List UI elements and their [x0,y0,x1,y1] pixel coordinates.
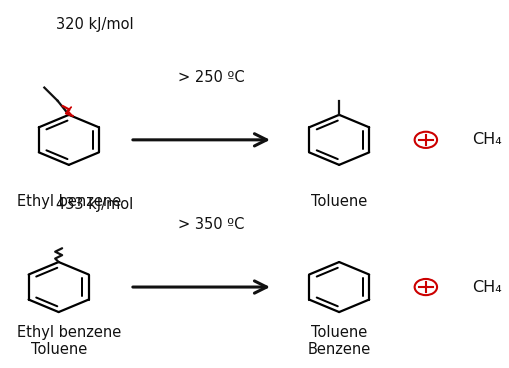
Text: Toluene: Toluene [310,194,366,209]
Text: 433 kJ/mol: 433 kJ/mol [55,197,133,212]
Text: Toluene: Toluene [31,342,87,357]
Text: CH₄: CH₄ [471,280,501,294]
Text: Toluene: Toluene [310,325,366,340]
Text: > 250 ºC: > 250 ºC [178,70,244,85]
Text: CH₄: CH₄ [471,132,501,147]
Text: Ethyl benzene: Ethyl benzene [17,194,121,209]
Text: Ethyl benzene: Ethyl benzene [17,325,121,340]
Text: Benzene: Benzene [307,342,370,357]
Text: 320 kJ/mol: 320 kJ/mol [55,17,133,32]
Text: > 350 ºC: > 350 ºC [178,217,244,232]
